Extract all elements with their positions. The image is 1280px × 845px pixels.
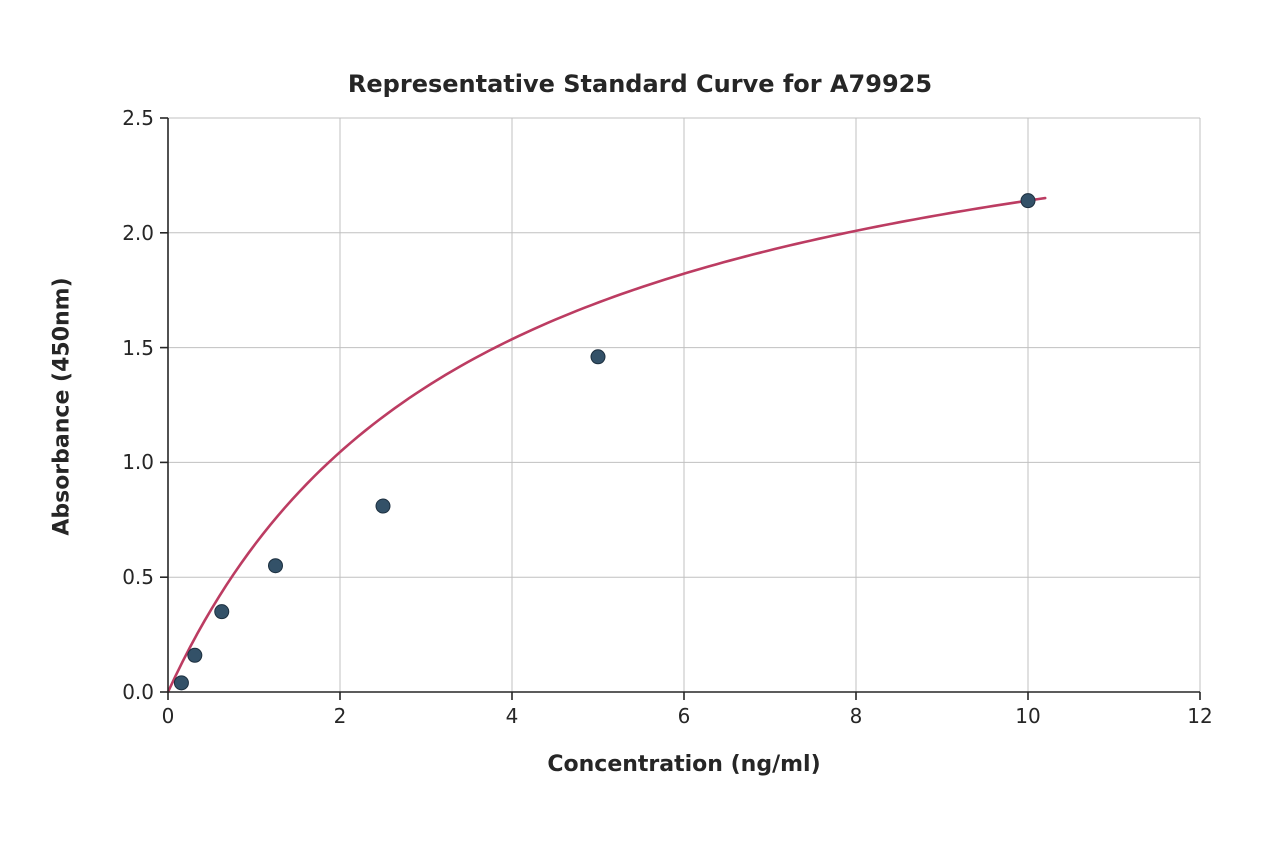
x-tick-label: 6 [678, 704, 691, 728]
x-tick-label: 4 [506, 704, 519, 728]
y-tick-label: 2.0 [122, 221, 154, 245]
x-tick-label: 0 [162, 704, 175, 728]
data-point [376, 499, 390, 513]
x-axis-label: Concentration (ng/ml) [547, 752, 820, 777]
x-tick-label: 2 [334, 704, 347, 728]
x-tick-label: 10 [1015, 704, 1040, 728]
plot-area [168, 118, 1200, 692]
data-point [215, 605, 229, 619]
y-tick-label: 1.0 [122, 450, 154, 474]
y-tick-label: 2.5 [122, 106, 154, 130]
y-axis-label: Absorbance (450nm) [50, 207, 75, 607]
fitted-curve [168, 198, 1045, 692]
y-tick-label: 0.5 [122, 565, 154, 589]
data-point [269, 559, 283, 573]
y-tick-label: 1.5 [122, 336, 154, 360]
y-tick-label: 0.0 [122, 680, 154, 704]
data-point [188, 648, 202, 662]
data-point [1021, 194, 1035, 208]
x-tick-label: 8 [850, 704, 863, 728]
data-point [591, 350, 605, 364]
x-tick-label: 12 [1187, 704, 1212, 728]
figure: Representative Standard Curve for A79925… [0, 0, 1280, 845]
data-point [174, 676, 188, 690]
chart-svg [168, 118, 1200, 692]
chart-title: Representative Standard Curve for A79925 [0, 70, 1280, 98]
